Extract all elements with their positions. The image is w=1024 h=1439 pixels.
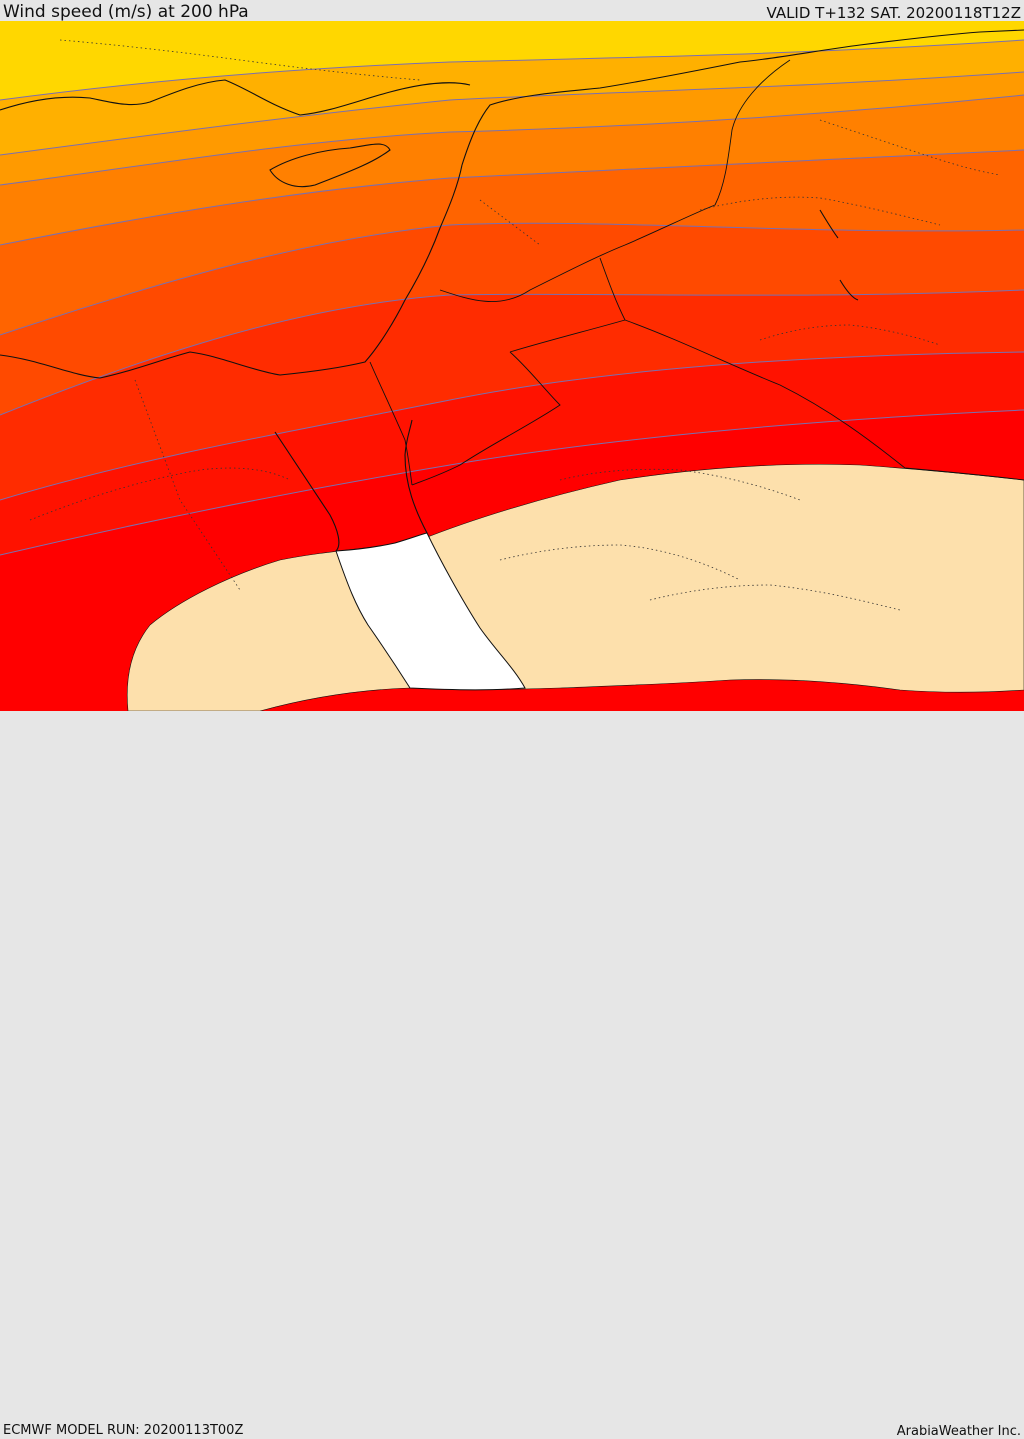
valid-time: VALID T+132 SAT. 20200118T12Z: [766, 4, 1021, 22]
credit: ArabiaWeather Inc.: [896, 1424, 1021, 1439]
map-title: Wind speed (m/s) at 200 hPa: [3, 2, 249, 22]
top-bar: Wind speed (m/s) at 200 hPa VALID T+132 …: [0, 0, 1024, 22]
wind-speed-map: [0, 21, 1024, 711]
country-borders: [369, 59, 1024, 486]
coastlines: [0, 29, 1024, 552]
model-run: ECMWF MODEL RUN: 20200113T00Z: [3, 1423, 244, 1438]
bottom-bar: ECMWF MODEL RUN: 20200113T00Z ArabiaWeat…: [0, 711, 1024, 1439]
wind-contours: [0, 39, 1024, 556]
red-sea: [335, 532, 526, 691]
province-borders: [29, 39, 1001, 611]
